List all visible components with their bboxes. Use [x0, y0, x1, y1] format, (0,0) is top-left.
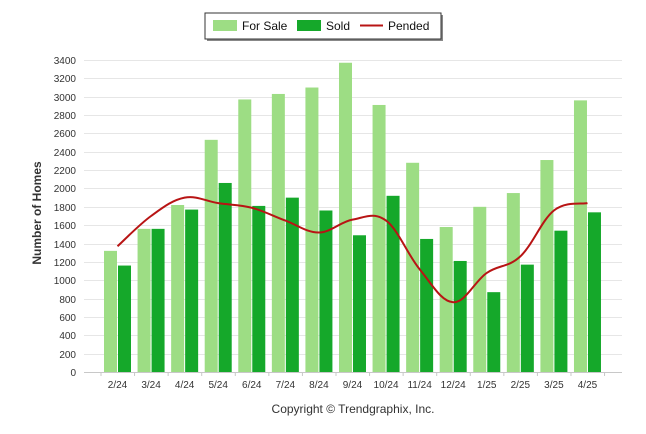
bar-for-sale — [104, 250, 117, 372]
legend-box — [204, 12, 442, 40]
x-tick-label: 4/25 — [578, 380, 598, 391]
legend-swatch-sold — [297, 20, 321, 31]
bar-for-sale — [372, 104, 386, 372]
y-tick-label: 2400 — [54, 148, 77, 159]
y-tick-label: 2200 — [54, 166, 77, 177]
y-tick-label: 2800 — [54, 111, 77, 122]
x-tick-label: 1/25 — [477, 380, 497, 391]
legend-label-sold: Sold — [326, 19, 350, 33]
x-tick-label: 7/24 — [276, 380, 296, 391]
bar-sold — [554, 230, 568, 372]
bar-sold — [420, 238, 434, 372]
bar-sold — [319, 210, 333, 372]
bar-for-sale — [238, 99, 252, 372]
bar-sold — [252, 205, 266, 372]
bar-sold — [453, 260, 467, 372]
x-tick-label: 2/24 — [108, 380, 128, 391]
bar-sold — [386, 195, 400, 372]
y-tick-label: 3000 — [54, 93, 77, 104]
bar-sold — [118, 265, 131, 372]
bar-for-sale — [137, 228, 151, 372]
x-tick-label: 9/24 — [343, 380, 363, 391]
bar-sold — [218, 182, 232, 372]
legend-label-pended: Pended — [388, 19, 429, 33]
x-tick-label: 10/24 — [374, 380, 399, 391]
y-tick-label: 1200 — [54, 258, 77, 269]
line-pended — [116, 196, 588, 304]
bar-sold — [587, 212, 601, 372]
bar-for-sale — [271, 93, 285, 372]
x-tick-label: 5/24 — [208, 380, 228, 391]
bars-layer — [104, 62, 601, 373]
x-tick-label: 11/24 — [407, 380, 432, 391]
y-tick-label: 3200 — [54, 74, 77, 85]
bar-sold — [352, 235, 366, 372]
y-tick-label: 3400 — [54, 56, 77, 67]
x-tick-label: 6/24 — [242, 380, 262, 391]
y-tick-label: 400 — [59, 331, 76, 342]
legend: For Sale Sold Pended — [204, 12, 443, 41]
bar-sold — [151, 228, 165, 372]
bar-for-sale — [406, 162, 420, 372]
bar-for-sale — [171, 204, 185, 372]
x-tick-label: 4/24 — [175, 380, 195, 391]
y-tick-label: 1800 — [54, 203, 77, 214]
y-tick-label: 800 — [59, 295, 76, 306]
y-tick-label: 200 — [59, 350, 76, 361]
y-tick-label: 0 — [70, 368, 76, 379]
y-tick-label: 600 — [59, 313, 76, 324]
y-tick-label: 1000 — [54, 276, 77, 287]
axis-layer: 0 200 400 600 800 1000 1200 1400 1600 1800 2000 220… — [54, 56, 622, 391]
x-tick-label: 3/25 — [544, 380, 564, 391]
bar-for-sale — [204, 139, 218, 372]
x-tick-label: 12/24 — [441, 380, 466, 391]
x-tick-label: 2/25 — [511, 380, 531, 391]
y-axis-title: Number of Homes — [30, 161, 44, 265]
y-tick-label: 1600 — [54, 221, 77, 232]
y-tick-label: 1400 — [54, 240, 77, 251]
x-tick-label: 3/24 — [141, 380, 161, 391]
copyright-credit: Copyright © Trendgraphix, Inc. — [272, 402, 435, 416]
legend-swatch-for-sale — [213, 20, 237, 31]
bar-for-sale — [573, 100, 587, 373]
bar-sold — [520, 264, 534, 372]
bar-for-sale — [540, 160, 554, 372]
line-layer — [116, 196, 588, 304]
bar-for-sale — [473, 206, 487, 372]
legend-label-for-sale: For Sale — [242, 19, 288, 33]
y-tick-label: 2600 — [54, 129, 77, 140]
bar-for-sale — [338, 62, 352, 373]
bar-sold — [487, 292, 501, 372]
bar-for-sale — [305, 87, 319, 372]
bar-sold — [185, 209, 199, 372]
bar-for-sale — [506, 193, 520, 372]
bar-sold — [285, 197, 299, 372]
y-tick-label: 2000 — [54, 184, 77, 195]
x-tick-label: 8/24 — [309, 380, 329, 391]
